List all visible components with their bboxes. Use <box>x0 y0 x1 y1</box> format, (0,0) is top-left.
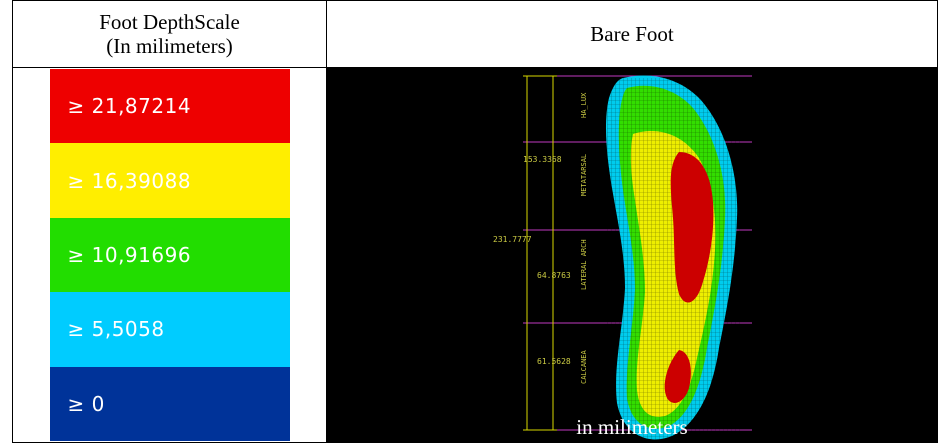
dimension-lines <box>523 75 557 431</box>
foot-image-cell: 231.7777 153.3368 64.8763 61.5628 HA_LUX… <box>326 67 938 443</box>
scale-band-blue: ≥ 0 <box>49 366 290 441</box>
annotation-segment-3: 61.5628 <box>537 357 571 366</box>
region-label-calcanea: CALCANEA <box>580 349 588 384</box>
scale-band-red: ≥ 21,87214 <box>49 69 290 144</box>
foot-image-caption: in milimeters <box>576 415 688 439</box>
region-label-lateral-arch: LATERAL ARCH <box>580 239 588 290</box>
region-label-halux: HA_LUX <box>580 92 588 118</box>
scale-band-yellow: ≥ 16,39088 <box>49 143 290 218</box>
scale-header: Foot DepthScale (In milimeters) <box>12 0 327 68</box>
scale-label: ≥ 5,5058 <box>67 317 165 342</box>
scale-cell: ≥ 21,87214 ≥ 16,39088 ≥ 10,91696 ≥ 5,505… <box>12 67 327 443</box>
annotation-segment-2: 64.8763 <box>537 271 571 280</box>
scale-header-line1: Foot DepthScale <box>99 10 240 34</box>
scale-band-green: ≥ 10,91696 <box>49 217 290 293</box>
scale-header-line2: (In milimeters) <box>106 34 233 58</box>
scale-label: ≥ 0 <box>67 391 105 416</box>
foot-zone-red-heel <box>664 350 691 403</box>
foot-zone-red-forefoot <box>670 152 714 303</box>
region-label-metatarsal: METATARSAL <box>580 154 588 196</box>
scale-label: ≥ 21,87214 <box>67 94 192 119</box>
foot-header: Bare Foot <box>326 0 938 68</box>
annotation-total-length: 231.7777 <box>493 235 532 244</box>
foot-depth-figure-table: Foot DepthScale (In milimeters) Bare Foo… <box>12 0 938 443</box>
scale-band-cyan: ≥ 5,5058 <box>49 292 290 367</box>
annotation-segment-1: 153.3368 <box>523 155 562 164</box>
scale-label: ≥ 16,39088 <box>67 168 192 193</box>
scale-label: ≥ 10,91696 <box>67 242 192 267</box>
depth-color-scale: ≥ 21,87214 ≥ 16,39088 ≥ 10,91696 ≥ 5,505… <box>49 69 290 441</box>
foot-pressure-image: 231.7777 153.3368 64.8763 61.5628 HA_LUX… <box>493 75 752 440</box>
